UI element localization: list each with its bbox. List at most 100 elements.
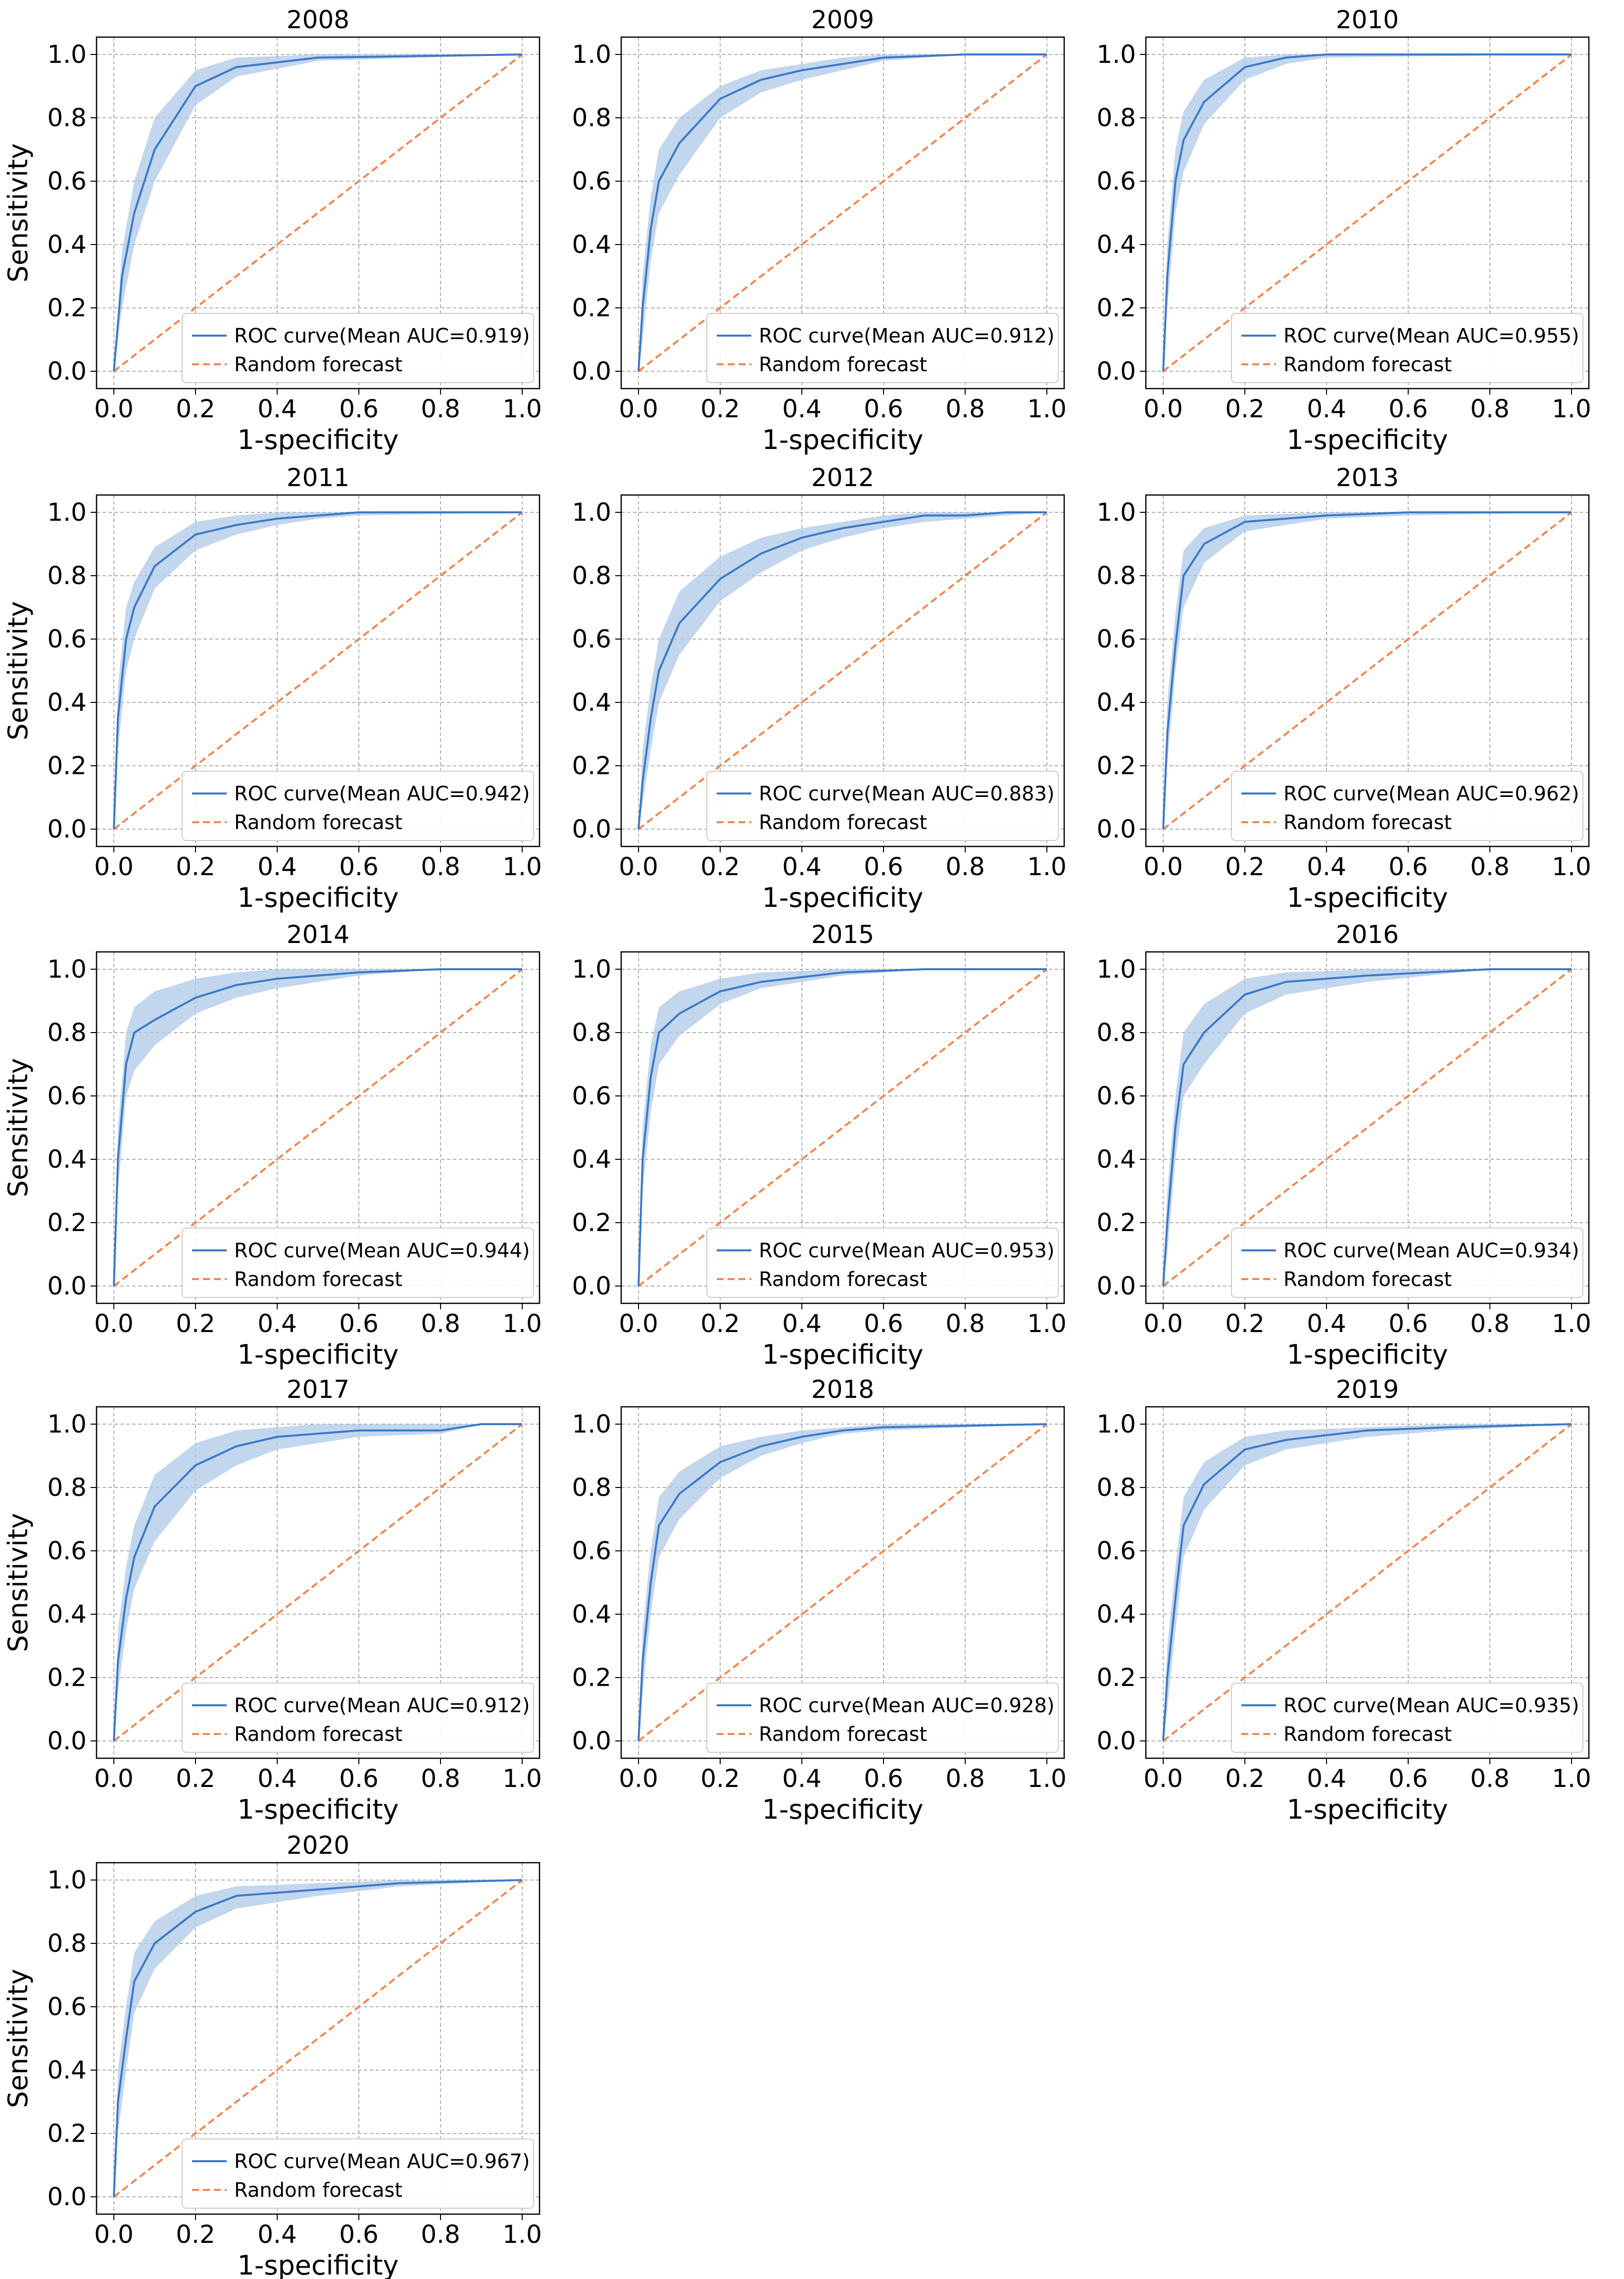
y-tick-label: 0.4 xyxy=(572,1145,611,1174)
legend-roc-label: ROC curve(Mean AUC=0.934) xyxy=(1283,1239,1579,1262)
x-tick-label: 0.0 xyxy=(94,852,134,881)
y-tick-label: 0.2 xyxy=(47,1663,87,1692)
legend: ROC curve(Mean AUC=0.942) Random forecast xyxy=(182,771,534,841)
y-tick-label: 0.0 xyxy=(1096,1727,1136,1755)
x-tick-label: 0.4 xyxy=(1307,1309,1346,1338)
x-axis-label: 1-specificity xyxy=(237,1794,398,1825)
y-tick-label: 0.6 xyxy=(1096,167,1136,196)
roc-confidence-band xyxy=(114,969,522,1286)
roc-curve-line xyxy=(113,53,523,372)
random-forecast-line xyxy=(1162,1423,1573,1742)
x-tick-label: 0.2 xyxy=(176,1309,215,1338)
random-forecast-line xyxy=(638,53,1048,372)
legend: ROC curve(Mean AUC=0.934) Random forecast xyxy=(1231,1228,1583,1298)
legend-roc-label: ROC curve(Mean AUC=0.942) xyxy=(234,783,530,805)
y-tick-label: 0.6 xyxy=(47,1536,87,1565)
y-tick-label: 0.0 xyxy=(572,357,611,386)
panel-title: 2011 xyxy=(287,463,349,492)
x-tick-label: 1.0 xyxy=(1027,1309,1067,1338)
y-tick-label: 1.0 xyxy=(572,955,611,984)
x-tick-label: 0.4 xyxy=(257,1309,297,1338)
panel-title: 2009 xyxy=(811,5,874,34)
y-tick-label: 0.0 xyxy=(1096,815,1136,843)
roc-panel-2017: 2017 0.0 0.2 0.4 0.6 0.8 1.0 0.0 0.2 0.4 0.6 0.8 1.0… xyxy=(2,1375,542,1825)
plot-frame xyxy=(96,494,541,847)
legend-random-label: Random forecast xyxy=(759,353,927,376)
legend: ROC curve(Mean AUC=0.955) Random forecast xyxy=(1231,313,1583,383)
panel-title: 2018 xyxy=(811,1375,874,1404)
roc-curve-line xyxy=(1162,53,1572,372)
legend: ROC curve(Mean AUC=0.935) Random forecast xyxy=(1231,1683,1583,1753)
x-tick-label: 0.6 xyxy=(1388,1309,1428,1338)
legend-box xyxy=(1231,771,1583,841)
y-tick-label: 1.0 xyxy=(1096,498,1136,527)
x-tick-label: 1.0 xyxy=(1027,852,1067,881)
x-tick-label: 0.6 xyxy=(1388,1764,1428,1793)
x-tick-label: 0.0 xyxy=(619,1764,658,1793)
y-tick-label: 1.0 xyxy=(47,498,87,527)
legend-random-label: Random forecast xyxy=(759,1723,927,1746)
legend-random-label: Random forecast xyxy=(1283,811,1452,834)
roc-curve-line xyxy=(113,511,522,830)
x-tick-label: 1.0 xyxy=(502,395,542,423)
roc-confidence-band xyxy=(639,969,1047,1286)
legend-roc-label: ROC curve(Mean AUC=0.919) xyxy=(234,325,530,347)
plot-frame xyxy=(96,1406,541,1759)
x-tick-label: 0.6 xyxy=(339,852,379,881)
plot-frame xyxy=(96,1862,541,2215)
roc-curve-line xyxy=(638,53,1047,372)
legend-box xyxy=(182,2138,534,2209)
legend: ROC curve(Mean AUC=0.953) Random forecast xyxy=(706,1228,1059,1298)
y-tick-label: 0.4 xyxy=(1096,1145,1136,1174)
y-tick-label: 1.0 xyxy=(572,498,611,527)
x-tick-label: 0.8 xyxy=(1470,395,1510,423)
y-tick-label: 1.0 xyxy=(47,1866,87,1894)
roc-panel-2011: 2011 0.0 0.2 0.4 0.6 0.8 1.0 0.0 0.2 0.4 0.6 0.8 1.0… xyxy=(2,463,542,913)
roc-panel-2008: 2008 0.0 0.2 0.4 0.6 0.8 1.0 0.0 0.2 0.4 0.6 0.8 1.0… xyxy=(2,5,542,455)
x-tick-label: 0.6 xyxy=(864,852,903,881)
roc-curve-line xyxy=(113,968,522,1287)
legend: ROC curve(Mean AUC=0.928) Random forecast xyxy=(706,1683,1059,1753)
x-tick-label: 0.0 xyxy=(94,1764,134,1793)
legend-box xyxy=(706,771,1059,841)
y-tick-label: 0.6 xyxy=(572,1536,611,1565)
y-tick-label: 0.8 xyxy=(1096,561,1136,590)
x-tick-label: 0.4 xyxy=(257,2220,297,2249)
y-tick-label: 0.8 xyxy=(572,561,611,590)
x-tick-label: 0.8 xyxy=(421,2220,460,2249)
x-tick-label: 0.6 xyxy=(864,1764,903,1793)
y-tick-label: 0.2 xyxy=(47,751,87,780)
x-axis-label: 1-specificity xyxy=(237,424,398,455)
x-tick-label: 0.0 xyxy=(94,2220,134,2249)
legend-random-label: Random forecast xyxy=(234,2179,402,2202)
x-tick-label: 0.0 xyxy=(94,395,134,423)
plot-frame xyxy=(620,494,1065,847)
x-tick-label: 0.2 xyxy=(1225,852,1265,881)
x-axis-label: 1-specificity xyxy=(237,882,398,913)
x-tick-label: 0.8 xyxy=(421,1764,460,1793)
y-axis-label: Sensitivity xyxy=(2,1058,34,1197)
x-tick-label: 0.2 xyxy=(176,2220,215,2249)
y-axis-label: Sensitivity xyxy=(2,143,34,282)
panel-title: 2019 xyxy=(1336,1375,1399,1404)
legend-box xyxy=(182,313,534,383)
x-tick-label: 0.6 xyxy=(339,2220,379,2249)
roc-panel-2012: 2012 0.0 0.2 0.4 0.6 0.8 1.0 0.0 0.2 0.4 0.6 0.8 1.0… xyxy=(572,463,1066,913)
x-tick-label: 0.4 xyxy=(782,852,822,881)
roc-confidence-band xyxy=(1163,54,1572,371)
x-axis-label: 1-specificity xyxy=(237,2250,398,2279)
y-tick-label: 0.4 xyxy=(47,688,87,717)
y-tick-label: 0.0 xyxy=(47,1727,87,1755)
x-axis-label: 1-specificity xyxy=(762,1794,923,1825)
random-forecast-line xyxy=(113,968,523,1287)
x-tick-label: 0.8 xyxy=(945,1764,985,1793)
y-tick-label: 0.8 xyxy=(47,1473,87,1502)
y-tick-label: 0.8 xyxy=(1096,1018,1136,1047)
x-tick-label: 0.4 xyxy=(782,395,822,423)
y-tick-label: 1.0 xyxy=(1096,955,1136,984)
y-tick-label: 0.0 xyxy=(572,1272,611,1300)
plot-frame xyxy=(1145,1406,1590,1759)
panel-title: 2014 xyxy=(287,920,349,949)
legend-box xyxy=(182,1683,534,1753)
x-tick-label: 0.4 xyxy=(257,395,297,423)
